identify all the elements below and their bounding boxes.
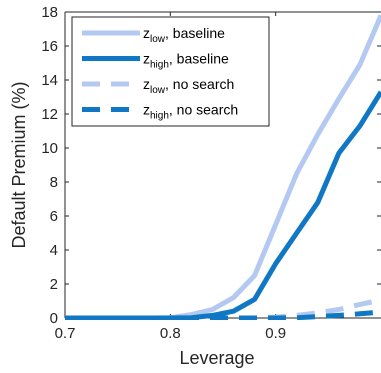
legend-label-main: z [143, 102, 150, 118]
series-line-high-no-search [65, 309, 381, 320]
y-tick-label: 8 [50, 174, 58, 191]
legend-label: zhigh, no search [143, 102, 238, 122]
y-tick-label: 18 [41, 4, 58, 21]
legend-label-main: z [143, 51, 150, 67]
y-tick-label: 6 [50, 208, 58, 225]
legend-label-subscript: high [150, 111, 169, 122]
y-tick-label: 12 [41, 106, 58, 123]
legend-label-subscript: high [150, 60, 169, 71]
legend-label-subscript: low [150, 85, 166, 96]
legend-label-rest: , no search [165, 76, 234, 92]
y-axis-label: Default Premium (%) [9, 81, 29, 248]
series-line-high-baseline [65, 90, 381, 320]
legend-label-main: z [143, 25, 150, 41]
y-tick-label: 16 [41, 38, 58, 55]
y-tick-label: 0 [50, 310, 58, 327]
legend-label-rest: , baseline [165, 25, 225, 41]
x-tick-label: 0.8 [160, 325, 181, 342]
x-tick-label: 0.9 [265, 325, 286, 342]
series-layer [65, 14, 381, 320]
legend-label: zlow, baseline [143, 25, 225, 45]
legend-label-subscript: low [150, 34, 166, 45]
x-axis-label: Leverage [179, 348, 254, 368]
y-tick-label: 4 [50, 242, 58, 259]
legend-label-main: z [143, 76, 150, 92]
y-tick-label: 10 [41, 140, 58, 157]
y-tick-label: 2 [50, 276, 58, 293]
legend-label: zlow, no search [143, 76, 234, 96]
y-tick-label: 14 [41, 72, 58, 89]
legend-label-rest: , baseline [169, 51, 229, 67]
plot-area: 0 2 4 6 8 10 12 14 16 18 0.7 0.8 0.9 [41, 4, 381, 342]
x-tick-label: 0.7 [55, 325, 76, 342]
legend-label: zhigh, baseline [143, 51, 229, 71]
legend-label-rest: , no search [169, 102, 238, 118]
